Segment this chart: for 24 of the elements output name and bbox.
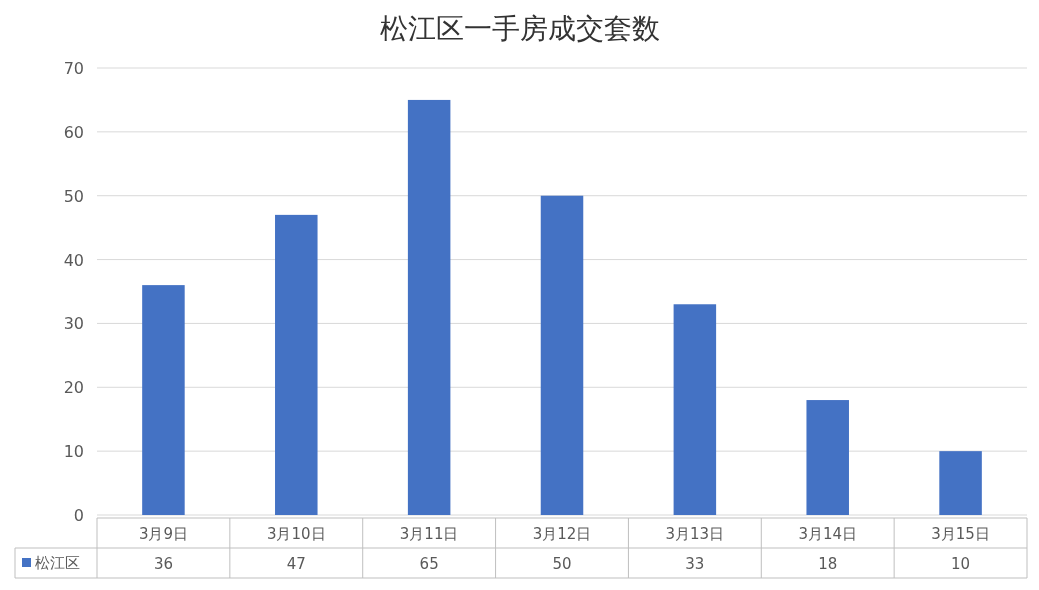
y-tick-label: 50 — [63, 186, 84, 206]
data-label: 10 — [951, 555, 971, 573]
x-tick-label: 3月12日 — [532, 525, 592, 543]
x-tick-label: 3月15日 — [931, 525, 990, 543]
x-tick-label: 3月14日 — [798, 525, 858, 543]
data-label: 18 — [818, 555, 838, 573]
y-tick-label: 20 — [63, 378, 84, 398]
x-tick-label: 3月11日 — [399, 525, 459, 543]
y-tick-label: 10 — [63, 442, 84, 462]
chart-title: 松江区一手房成交套数 — [379, 12, 660, 45]
x-tick-label: 3月9日 — [138, 525, 188, 543]
y-tick-label: 60 — [63, 122, 84, 142]
data-label: 50 — [552, 555, 572, 573]
data-label: 33 — [685, 555, 705, 573]
data-label: 65 — [419, 555, 439, 573]
y-tick-label: 0 — [73, 506, 84, 525]
x-tick-label: 3月10日 — [266, 525, 326, 543]
y-tick-label: 40 — [63, 250, 84, 270]
x-tick-label: 3月13日 — [665, 525, 725, 543]
y-tick-label: 30 — [63, 314, 84, 334]
y-tick-label: 70 — [63, 59, 84, 78]
data-label: 47 — [286, 555, 306, 573]
data-label: 36 — [153, 555, 173, 573]
legend-label: 松江区 — [35, 554, 80, 572]
